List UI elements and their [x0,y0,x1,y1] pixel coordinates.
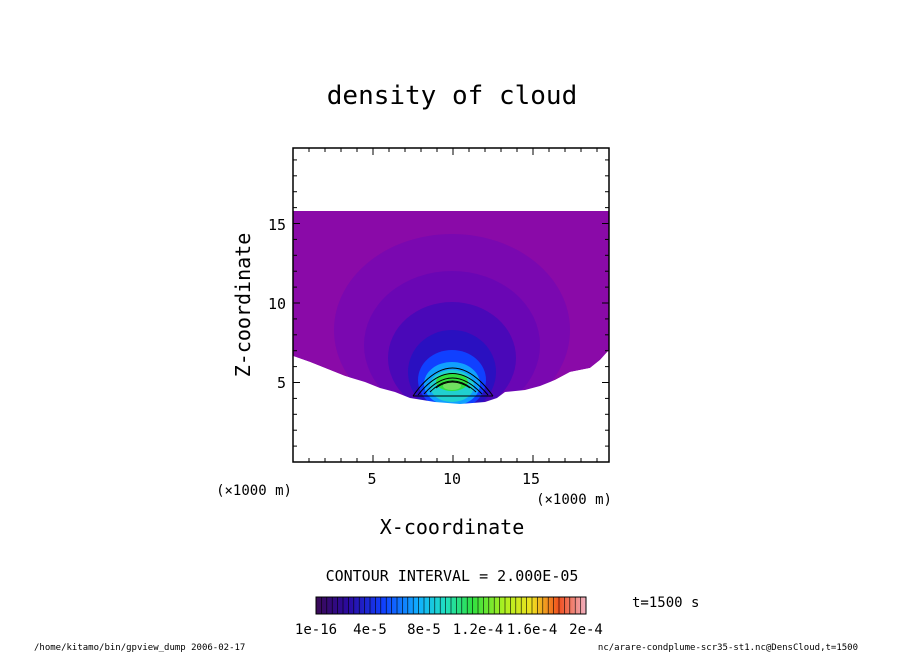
y-tick-labels: 5 10 15 [268,216,286,392]
x-tick-label: 15 [522,470,540,488]
colorbar-label: 1.2e-4 [453,622,504,638]
colorbar-stripes [321,597,581,614]
y-unit-label: (×1000 m) [216,483,292,499]
colorbar-label: 1.6e-4 [507,622,558,638]
contour-line [429,380,477,393]
cloud-core [443,382,461,390]
colorbar-frame [315,596,587,615]
y-tick-label: 15 [268,216,286,234]
x-unit-label: (×1000 m) [536,492,612,508]
contour-interval-label: CONTOUR INTERVAL = 2.000E-05 [326,567,579,585]
colorbar-label: 2e-4 [569,622,603,638]
colorbar-label: 8e-5 [407,622,441,638]
x-tick-labels: 5 10 15 [367,470,540,488]
x-axis-label: X-coordinate [380,515,525,539]
contour-line [435,381,471,389]
clear-air-region [293,350,609,462]
time-label: t=1500 s [632,595,699,611]
x-tick-label: 10 [443,470,461,488]
colorbar-label: 1e-16 [295,622,337,638]
y-tick-label: 5 [277,374,286,392]
chart-title: density of cloud [327,81,577,111]
density-field [293,211,609,462]
contour-line [412,367,494,397]
x-tick-label: 5 [367,470,376,488]
contour-lines [412,367,494,397]
colorbar-label: 4e-5 [353,622,387,638]
colorbar-labels: 1e-16 4e-5 8e-5 1.2e-4 1.6e-4 2e-4 [295,622,603,638]
contour-line [417,373,489,396]
contour-line [423,377,483,395]
y-tick-label: 10 [268,295,286,313]
colorbar [315,596,587,615]
footer-right: nc/arare-condplume-scr35-st1.nc@DensClou… [598,643,858,653]
y-axis-label: Z-coordinate [231,233,255,378]
footer-left: /home/kitamo/bin/gpview_dump 2006-02-17 [34,643,245,653]
tick-marks [293,148,609,462]
plot-frame [292,147,610,463]
